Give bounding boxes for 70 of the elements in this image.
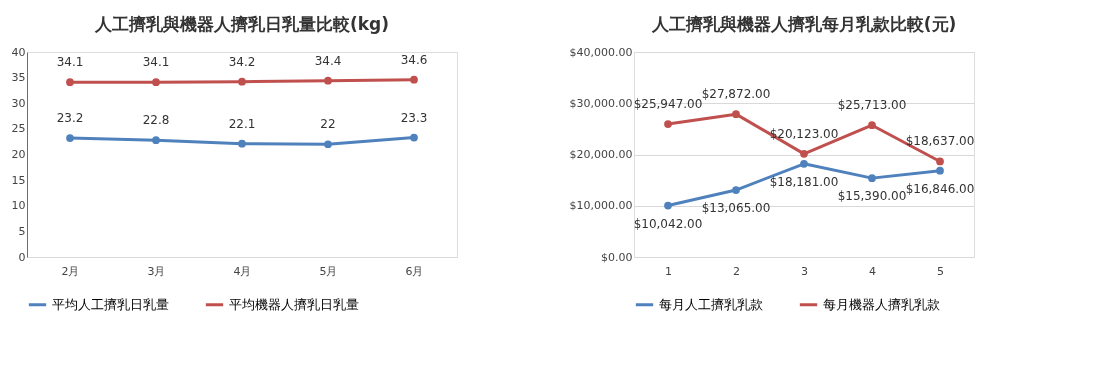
x-tick-label: 5月 bbox=[319, 264, 338, 278]
y-tick-label: $40,000.00 bbox=[569, 45, 633, 59]
y-tick-label: $30,000.00 bbox=[569, 96, 633, 110]
x-tick-label: 5 bbox=[937, 264, 944, 278]
chart-title: 人工擠乳與機器人擠乳每月乳款比較(元) bbox=[650, 14, 957, 34]
y-tick-label: 25 bbox=[11, 122, 26, 136]
y-tick-label: 10 bbox=[11, 199, 26, 213]
data-label: 23.2 bbox=[56, 111, 84, 126]
point bbox=[800, 150, 808, 158]
data-label: $18,637.00 bbox=[905, 134, 975, 149]
data-label: $27,872.00 bbox=[701, 87, 771, 102]
point bbox=[732, 110, 740, 119]
x-tick-label: 2 bbox=[733, 264, 740, 278]
point bbox=[664, 201, 672, 210]
data-label: $16,846.00 bbox=[905, 181, 975, 196]
point bbox=[664, 120, 672, 128]
x-tick-label: 2月 bbox=[61, 264, 80, 278]
data-label: 34.4 bbox=[314, 53, 342, 68]
y-tick-label: 5 bbox=[18, 224, 26, 238]
point bbox=[324, 76, 332, 85]
legend-label: 每月人工擠乳乳款 bbox=[659, 296, 763, 312]
x-tick-label: 4月 bbox=[233, 264, 252, 278]
legend-label: 平均機器人擠乳日乳量 bbox=[229, 296, 359, 312]
x-tick-label: 3月 bbox=[147, 264, 166, 278]
data-label: 34.1 bbox=[142, 55, 170, 70]
y-tick-label: 15 bbox=[11, 173, 26, 187]
point bbox=[66, 134, 74, 142]
point bbox=[324, 140, 332, 149]
point bbox=[238, 77, 246, 86]
point bbox=[936, 166, 944, 175]
x-tick-label: 1 bbox=[665, 264, 672, 278]
point bbox=[66, 78, 74, 87]
y-tick-label: 30 bbox=[11, 96, 26, 110]
point bbox=[936, 157, 944, 166]
y-tick-label: 20 bbox=[11, 148, 26, 161]
x-tick-label: 6月 bbox=[405, 264, 424, 278]
y-tick-label: 40 bbox=[11, 45, 26, 59]
data-label: 34.2 bbox=[228, 54, 256, 69]
point bbox=[410, 133, 418, 142]
data-label: $20,123.00 bbox=[769, 126, 839, 141]
data-label: 34.1 bbox=[56, 55, 84, 70]
data-label: $25,713.00 bbox=[837, 98, 907, 113]
y-tick-label: $0.00 bbox=[601, 250, 633, 264]
data-label: 22.1 bbox=[228, 116, 256, 131]
point bbox=[868, 174, 876, 182]
x-tick-label: 3 bbox=[801, 264, 808, 278]
point bbox=[410, 75, 418, 84]
data-label: 23.3 bbox=[400, 110, 428, 125]
legend-label: 平均人工擠乳日乳量 bbox=[52, 296, 169, 312]
point bbox=[800, 159, 808, 168]
data-label: 34.6 bbox=[400, 52, 428, 67]
x-tick-label: 4 bbox=[869, 264, 876, 278]
data-label: 22 bbox=[320, 117, 336, 132]
point bbox=[238, 139, 246, 148]
data-label: 22.8 bbox=[142, 113, 170, 128]
data-label: $25,947.00 bbox=[633, 97, 703, 112]
data-label: $18,181.00 bbox=[769, 174, 839, 189]
y-tick-label: 35 bbox=[11, 71, 26, 85]
point bbox=[152, 136, 160, 145]
point bbox=[868, 121, 876, 130]
chart-title: 人工擠乳與機器人擠乳日乳量比較(kg) bbox=[93, 14, 390, 34]
data-label: $15,390.00 bbox=[837, 189, 907, 204]
y-tick-label: 0 bbox=[18, 250, 26, 264]
y-tick-label: $10,000.00 bbox=[569, 199, 633, 213]
y-tick-label: $20,000.00 bbox=[569, 148, 633, 161]
point bbox=[152, 78, 160, 87]
point bbox=[732, 186, 740, 194]
data-label: $10,042.00 bbox=[633, 216, 703, 231]
data-label: $13,065.00 bbox=[701, 201, 771, 216]
legend-label: 每月機器人擠乳乳款 bbox=[823, 296, 940, 312]
